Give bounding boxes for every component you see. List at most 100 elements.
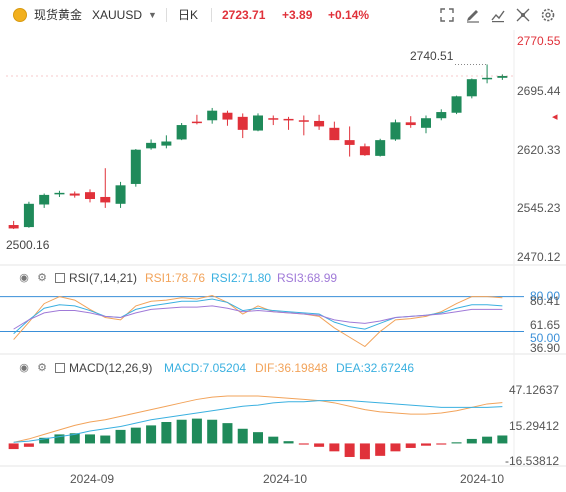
x-axis-label: 2024-09: [70, 472, 115, 486]
settings-icon[interactable]: [539, 6, 557, 24]
high-annotation: 2740.51: [410, 49, 454, 63]
candle-body: [85, 192, 95, 200]
candle-body: [421, 118, 431, 128]
gear-icon[interactable]: ⚙: [37, 272, 47, 284]
candle-body: [222, 112, 233, 120]
candle-body: [39, 194, 50, 205]
macd-histogram-bar: [497, 435, 508, 444]
macd-axis-tick: -16.53812: [505, 454, 560, 468]
rsi-overlay-tick: 80.41: [530, 294, 561, 308]
eye-icon[interactable]: ◉: [19, 362, 29, 374]
rsi-title: RSI(7,14,21): [69, 271, 138, 285]
candle-body: [482, 77, 493, 80]
macd-histogram-bar: [375, 443, 386, 456]
candle-body: [359, 146, 370, 156]
macd-histogram-bar: [466, 438, 477, 444]
rsi-series-line: [13, 298, 503, 335]
rsi-axis-tick: 36.90: [530, 341, 561, 355]
symbol-name[interactable]: 现货黄金: [34, 8, 83, 22]
macd-histogram-bar: [237, 428, 248, 444]
candle-body: [23, 203, 34, 228]
macd-histogram-bar: [390, 443, 401, 452]
checkbox-icon[interactable]: [55, 273, 65, 283]
rsi1-value: RSI1:78.76: [145, 271, 206, 285]
candle-body: [191, 121, 202, 124]
macd-histogram-bar: [100, 435, 111, 444]
price-axis-tick: 2545.23: [517, 201, 561, 215]
rsi-axis-tick: 50.00: [530, 331, 561, 345]
last-price: 2723.71: [222, 8, 266, 22]
rsi-series-line: [13, 294, 503, 348]
divider: [211, 8, 212, 22]
macd-histogram-bar: [39, 437, 50, 444]
macd-axis-tick: 47.12637: [509, 383, 560, 397]
macd-histogram-bar: [359, 443, 370, 460]
macd-histogram-bar: [283, 441, 294, 444]
dea-value: DEA:32.67246: [336, 361, 415, 375]
dif-value: DIF:36.19848: [255, 361, 328, 375]
candle-body: [237, 116, 248, 130]
macd-histogram-bar: [115, 429, 126, 444]
macd-histogram-bar: [130, 427, 141, 444]
eye-icon[interactable]: ◉: [19, 272, 29, 284]
candle-body: [176, 125, 187, 140]
macd-histogram-bar: [436, 443, 447, 445]
macd-histogram-bar: [69, 433, 80, 444]
candle-body: [161, 141, 172, 146]
macd-histogram-bar: [253, 432, 263, 444]
candle-body: [283, 118, 294, 121]
price-axis-tick: 2620.33: [517, 143, 561, 157]
candle-body: [466, 79, 477, 97]
macd-axis-tick: 15.29412: [509, 419, 560, 433]
rsi-axis-tick: 61.65: [530, 318, 561, 332]
candle-body: [69, 193, 80, 196]
candle-body: [436, 112, 447, 119]
draw-icon[interactable]: [464, 6, 482, 24]
candle-body: [268, 118, 279, 120]
macd-series-line: [13, 400, 503, 443]
symbol-code[interactable]: XAUUSD: [92, 8, 143, 22]
x-axis-label: 2024-10: [263, 472, 308, 486]
macd-histogram-bar: [8, 443, 19, 450]
fullscreen-icon[interactable]: [438, 6, 456, 24]
macd-legend: ◉ ⚙ MACD(12,26,9) MACD:7.05204 DIF:36.19…: [18, 360, 448, 376]
macd-title: MACD(12,26,9): [69, 361, 153, 375]
checkbox-icon[interactable]: [55, 363, 65, 373]
rsi3-value: RSI3:68.99: [277, 271, 338, 285]
chart-header: 现货黄金 XAUUSD ▼ 日K 2723.71 +3.89 +0.14%: [0, 0, 566, 30]
macd-histogram-bar: [176, 419, 187, 444]
macd-histogram-bar: [191, 418, 202, 444]
macd-histogram-bar: [298, 443, 309, 445]
macd-series-line: [13, 395, 503, 443]
compare-icon[interactable]: [514, 6, 532, 24]
macd-histogram-bar: [85, 434, 95, 444]
candle-body: [8, 225, 19, 229]
macd-histogram-bar: [23, 443, 34, 447]
candle-body: [497, 75, 508, 78]
macd-histogram-bar: [482, 436, 493, 444]
candle-body: [298, 120, 309, 122]
last-price-marker: ◂: [552, 111, 558, 123]
indicator-icon[interactable]: [489, 6, 507, 24]
gear-icon[interactable]: ⚙: [37, 362, 47, 374]
low-annotation: 2500.16: [6, 238, 50, 252]
candle-body: [390, 122, 401, 140]
price-axis-tick: 2470.12: [517, 250, 561, 264]
gold-coin-icon: [13, 8, 27, 22]
chevron-down-icon[interactable]: ▼: [148, 10, 157, 20]
macd-histogram-bar: [146, 425, 157, 444]
candle-body: [329, 127, 340, 141]
macd-histogram-bar: [54, 434, 65, 444]
candle-body: [146, 142, 157, 149]
macd-histogram-bar: [268, 436, 279, 444]
macd-histogram-bar: [344, 443, 355, 457]
candle-body: [375, 140, 386, 156]
divider: [166, 8, 167, 22]
candle-body: [451, 96, 462, 113]
macd-value: MACD:7.05204: [164, 361, 247, 375]
price-change: +3.89: [282, 8, 313, 22]
price-change-percent: +0.14%: [328, 8, 370, 22]
interval-selector[interactable]: 日K: [178, 8, 199, 22]
macd-histogram-bar: [405, 443, 416, 448]
